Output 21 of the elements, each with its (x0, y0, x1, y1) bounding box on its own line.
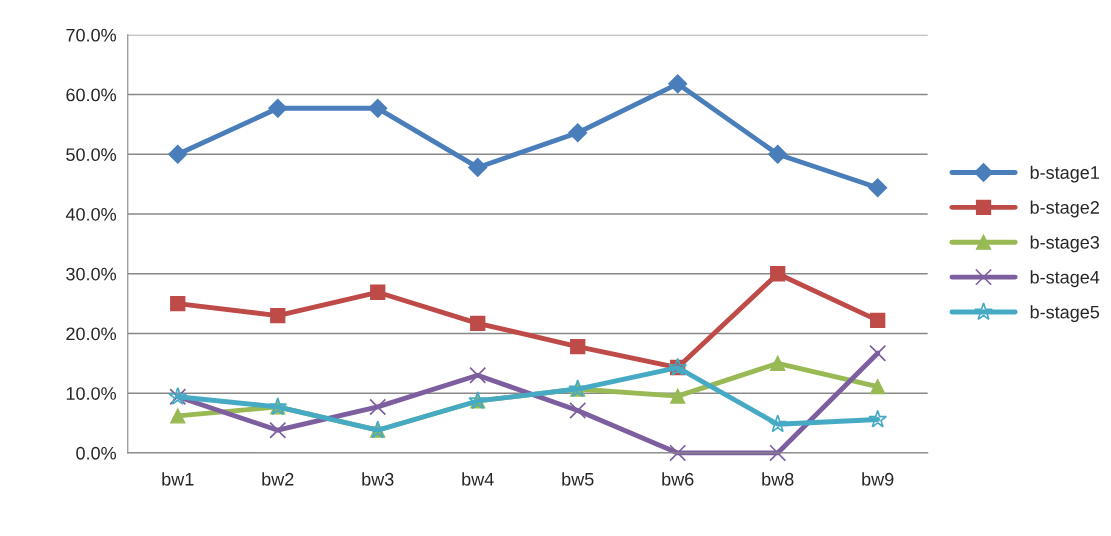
x-tick-label: bw1 (162, 472, 194, 486)
x-tick-label: bw2 (262, 472, 294, 486)
x-tick-label: bw5 (562, 472, 594, 486)
y-tick-label: 10.0% (66, 387, 117, 400)
x-tick-label: bw3 (362, 472, 394, 486)
x-tick-label: bw6 (662, 472, 694, 486)
x-tick-label: bw9 (862, 472, 894, 486)
x-tick-label: bw4 (462, 472, 494, 486)
y-tick-label: 30.0% (66, 267, 117, 281)
y-tick-label: 0.0% (76, 446, 117, 460)
y-tick-label: 20.0% (66, 327, 117, 341)
legend-label: b-stage4 (1030, 270, 1100, 288)
legend-label: b-stage1 (1030, 165, 1099, 183)
x-tick-label: bw8 (762, 472, 794, 486)
y-tick-label: 60.0% (66, 88, 117, 102)
legend-label: b-stage3 (1030, 235, 1100, 253)
legend-label: b-stage2 (1030, 200, 1099, 218)
y-tick-label: 50.0% (66, 148, 117, 162)
y-tick-label: 40.0% (65, 207, 117, 221)
legend-label: b-stage5 (1030, 305, 1100, 323)
y-tick-label: 70.0% (66, 28, 117, 42)
